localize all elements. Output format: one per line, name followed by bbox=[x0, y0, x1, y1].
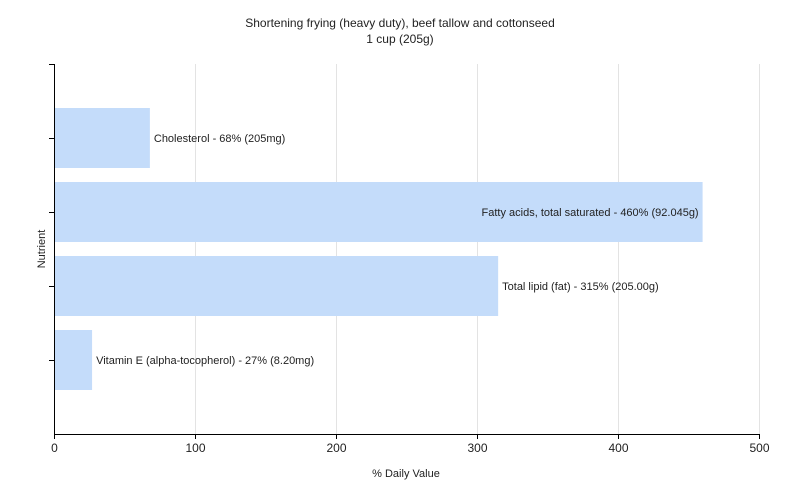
bar bbox=[55, 256, 499, 316]
chart-subtitle: 1 cup (205g) bbox=[366, 32, 434, 46]
bar bbox=[55, 330, 93, 390]
bar-data-label: Vitamin E (alpha-tocopherol) - 27% (8.20… bbox=[96, 355, 314, 367]
x-tick-label: 0 bbox=[51, 441, 58, 455]
x-tick-label: 400 bbox=[608, 441, 628, 455]
bar bbox=[55, 108, 150, 168]
x-tick-label: 200 bbox=[326, 441, 346, 455]
x-tick-label: 300 bbox=[467, 441, 487, 455]
chart-title: Shortening frying (heavy duty), beef tal… bbox=[245, 16, 555, 30]
y-axis-title: Nutrient bbox=[36, 230, 48, 269]
x-tick-label: 100 bbox=[185, 441, 205, 455]
bar-data-label: Cholesterol - 68% (205mg) bbox=[154, 133, 285, 145]
bar-data-label: Fatty acids, total saturated - 460% (92.… bbox=[482, 207, 699, 219]
bar bbox=[55, 182, 703, 242]
bar-data-label: Total lipid (fat) - 315% (205.00g) bbox=[502, 281, 659, 293]
x-axis-title: % Daily Value bbox=[372, 468, 440, 480]
x-tick-label: 500 bbox=[749, 441, 769, 455]
